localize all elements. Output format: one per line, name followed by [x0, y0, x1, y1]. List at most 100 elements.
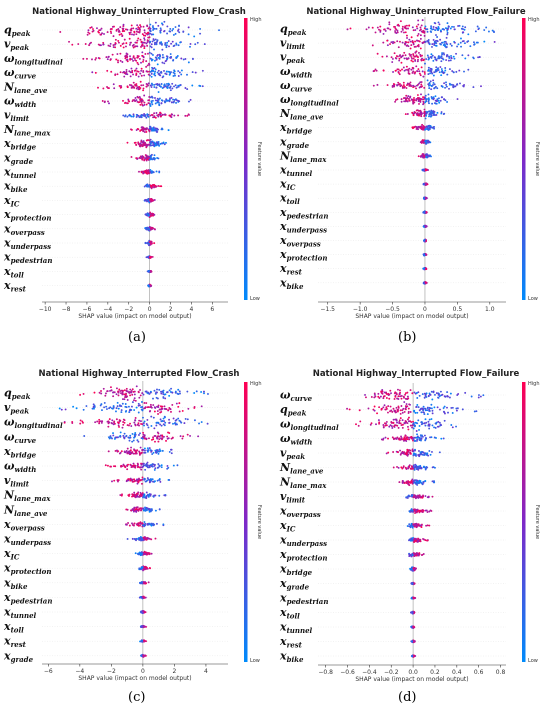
- feature-sub: lane_max: [14, 494, 51, 503]
- shap-point: [100, 390, 102, 392]
- shap-point: [161, 61, 164, 64]
- shap-point: [417, 406, 420, 409]
- shap-point: [128, 391, 131, 394]
- shap-point: [451, 406, 454, 409]
- shap-point: [175, 56, 178, 59]
- shap-point: [403, 421, 406, 424]
- feature-label: xpedestrian: [3, 251, 52, 266]
- shap-point: [140, 463, 143, 466]
- shap-point: [129, 394, 132, 397]
- shap-point: [166, 86, 169, 89]
- shap-point: [425, 112, 428, 115]
- shap-point: [380, 407, 383, 410]
- shap-point: [157, 24, 160, 27]
- shap-point: [392, 42, 394, 45]
- shap-point: [376, 52, 379, 55]
- shap-point: [425, 268, 428, 270]
- shap-point: [123, 398, 126, 401]
- shap-point: [92, 403, 95, 406]
- feature-row-peak: vpeak: [4, 401, 228, 416]
- feature-label: Nlane_ave: [3, 80, 48, 95]
- shap-point: [155, 43, 158, 46]
- shap-point: [435, 26, 438, 29]
- shap-point: [443, 112, 446, 115]
- shap-point: [420, 66, 423, 69]
- shap-point: [60, 408, 63, 411]
- shap-point: [165, 141, 167, 144]
- shap-point: [419, 34, 422, 37]
- shap-point: [389, 405, 392, 408]
- shap-point: [149, 126, 152, 129]
- shap-point: [139, 432, 141, 435]
- feature-base: x: [279, 276, 287, 289]
- shap-point: [103, 100, 106, 103]
- feature-base: x: [3, 533, 11, 546]
- shap-point: [91, 71, 94, 74]
- shap-point: [160, 70, 163, 73]
- shap-point: [152, 404, 155, 406]
- shap-point: [131, 33, 133, 36]
- shap-point: [135, 67, 138, 70]
- shap-point: [159, 31, 162, 33]
- shap-point: [119, 59, 122, 62]
- feature-sub: peak: [10, 407, 29, 416]
- shap-point: [143, 582, 146, 585]
- feature-sub: curve: [290, 84, 312, 93]
- shap-point: [148, 228, 151, 231]
- caption-b: (b): [398, 330, 417, 345]
- feature-label: ωwidth: [280, 432, 312, 447]
- shap-point: [469, 45, 472, 48]
- feature-sub: underpass: [11, 242, 52, 251]
- shap-point: [124, 56, 127, 59]
- shap-point: [145, 32, 148, 35]
- shap-point: [140, 482, 143, 485]
- shap-point: [413, 409, 416, 412]
- shap-point: [382, 424, 385, 426]
- shap-point: [142, 87, 145, 90]
- shap-point: [477, 396, 480, 399]
- shap-point: [442, 72, 445, 75]
- shap-point: [119, 494, 122, 496]
- shap-point: [443, 28, 445, 31]
- shap-point: [177, 405, 180, 408]
- shap-point: [172, 98, 175, 101]
- shap-point: [132, 493, 135, 496]
- feature-sub: longitudinal: [290, 423, 338, 432]
- feature-label: xpedestrian: [3, 591, 52, 606]
- shap-point: [418, 51, 420, 54]
- shap-point: [79, 393, 82, 396]
- shap-point: [132, 56, 135, 59]
- shap-point: [420, 93, 422, 96]
- shap-point: [129, 422, 131, 425]
- feature-label: vpeak: [4, 38, 29, 53]
- shap-point: [408, 416, 410, 419]
- shap-point: [426, 406, 429, 409]
- shap-point: [424, 40, 427, 43]
- shap-point: [142, 416, 144, 419]
- shap-point: [165, 98, 168, 101]
- shap-point: [147, 52, 149, 55]
- shap-point: [130, 24, 133, 27]
- shap-point: [171, 403, 174, 406]
- shap-point: [419, 26, 422, 29]
- shap-point: [145, 390, 148, 393]
- shap-point: [393, 409, 396, 412]
- shap-point: [447, 411, 449, 414]
- shap-point: [406, 82, 409, 85]
- shap-point: [133, 506, 136, 509]
- shap-point: [159, 185, 161, 188]
- feature-row-longitudinal: ωlongitudinal: [280, 93, 506, 108]
- shap-point: [165, 46, 168, 49]
- shap-point: [459, 41, 462, 44]
- shap-point: [427, 140, 430, 143]
- shap-point: [162, 417, 165, 420]
- shap-point: [191, 71, 194, 74]
- feature-row-overpass: xoverpass: [3, 222, 228, 237]
- shap-point: [83, 435, 86, 437]
- shap-point: [152, 451, 155, 454]
- shap-point: [441, 53, 444, 56]
- shap-point: [164, 421, 167, 424]
- shap-point: [407, 418, 409, 421]
- shap-point: [407, 420, 410, 423]
- shap-point: [166, 57, 169, 59]
